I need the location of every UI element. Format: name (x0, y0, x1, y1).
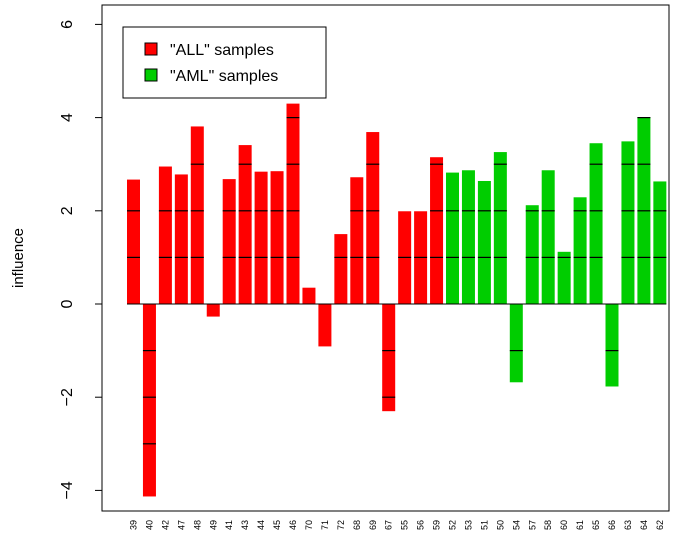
bar-44 (254, 171, 268, 304)
bar-62 (653, 181, 667, 304)
y-tick-label: 2 (59, 206, 76, 215)
bar-40 (142, 304, 156, 497)
x-tick-label: 69 (368, 520, 378, 530)
bar-71 (318, 304, 332, 347)
bar-54 (509, 304, 523, 383)
plot-frame (101, 4, 670, 512)
y-tick-label: 0 (59, 299, 76, 308)
bar-45 (270, 171, 284, 304)
x-tick-label: 70 (304, 520, 314, 530)
bar-53 (461, 170, 475, 304)
bar-67 (382, 304, 396, 412)
x-tick-label: 52 (448, 520, 458, 530)
x-tick-label: 68 (352, 520, 362, 530)
bar-51 (477, 180, 491, 304)
legend: "ALL" samples "AML" samples (122, 26, 327, 99)
x-tick-label: 65 (591, 520, 601, 530)
x-tick-label: 55 (400, 520, 410, 530)
bar-57 (525, 205, 539, 304)
bar-42 (158, 166, 172, 304)
bar-65 (589, 143, 603, 304)
x-tick-label: 62 (655, 520, 665, 530)
x-tick-label: 40 (144, 520, 154, 530)
bar-48 (190, 126, 204, 304)
bar-47 (174, 174, 188, 304)
x-tick-label: 72 (336, 520, 346, 530)
bar-61 (573, 197, 587, 304)
y-axis: −4 −2 0 2 4 6 (59, 20, 102, 500)
x-tick-label: 41 (224, 520, 234, 530)
x-tick-label: 50 (495, 520, 505, 530)
x-tick-label: 46 (288, 520, 298, 530)
bar-72 (334, 234, 348, 304)
legend-label-all: "ALL" samples (170, 42, 274, 59)
x-tick-label: 44 (256, 520, 266, 530)
bar-60 (557, 251, 571, 304)
bar-52 (446, 172, 459, 304)
bar-segment-lines (127, 116, 667, 445)
bar-43 (238, 145, 252, 304)
y-tick-label: −2 (59, 388, 76, 406)
bar-59 (430, 157, 444, 304)
legend-label-aml: "AML" samples (170, 68, 278, 85)
x-tick-label: 56 (416, 520, 426, 530)
y-tick-label: 6 (59, 20, 76, 29)
bar-46 (286, 103, 300, 305)
x-axis: 39 40 42 47 48 49 41 43 44 45 46 70 71 72 68 69 67 55 56 59… (129, 520, 665, 530)
x-tick-label: 53 (463, 520, 473, 530)
x-tick-label: 54 (511, 520, 521, 530)
x-tick-label: 59 (432, 520, 442, 530)
y-tick-label: 4 (59, 113, 76, 122)
legend-box (122, 26, 327, 99)
legend-swatch-all (144, 42, 158, 56)
legend-swatch-aml (144, 68, 158, 82)
x-tick-label: 63 (623, 520, 633, 530)
x-tick-label: 39 (129, 520, 139, 530)
y-tick-label: −4 (59, 481, 76, 499)
bar-68 (350, 177, 364, 304)
bar-39 (127, 179, 140, 304)
bar-49 (206, 304, 220, 317)
bar-69 (366, 132, 380, 304)
bar-50 (493, 152, 507, 304)
x-tick-label: 57 (527, 520, 537, 530)
x-tick-label: 49 (208, 520, 218, 530)
x-tick-label: 45 (272, 520, 282, 530)
y-axis-label: influence (10, 228, 27, 288)
bar-70 (302, 287, 316, 304)
x-tick-label: 66 (607, 520, 617, 530)
x-tick-label: 71 (320, 520, 330, 530)
x-tick-label: 61 (575, 520, 585, 530)
x-tick-label: 48 (192, 520, 202, 530)
x-tick-label: 58 (543, 520, 553, 530)
x-tick-label: 43 (240, 520, 250, 530)
x-tick-label: 42 (160, 520, 170, 530)
bar-66 (605, 304, 619, 387)
bar-41 (222, 179, 236, 304)
bars-group (127, 103, 667, 497)
x-tick-label: 60 (559, 520, 569, 530)
x-tick-label: 47 (176, 520, 186, 530)
bar-63 (621, 141, 635, 304)
x-tick-label: 64 (639, 520, 649, 530)
x-tick-label: 67 (384, 520, 394, 530)
x-tick-label: 51 (479, 520, 489, 530)
bar-58 (541, 170, 555, 304)
